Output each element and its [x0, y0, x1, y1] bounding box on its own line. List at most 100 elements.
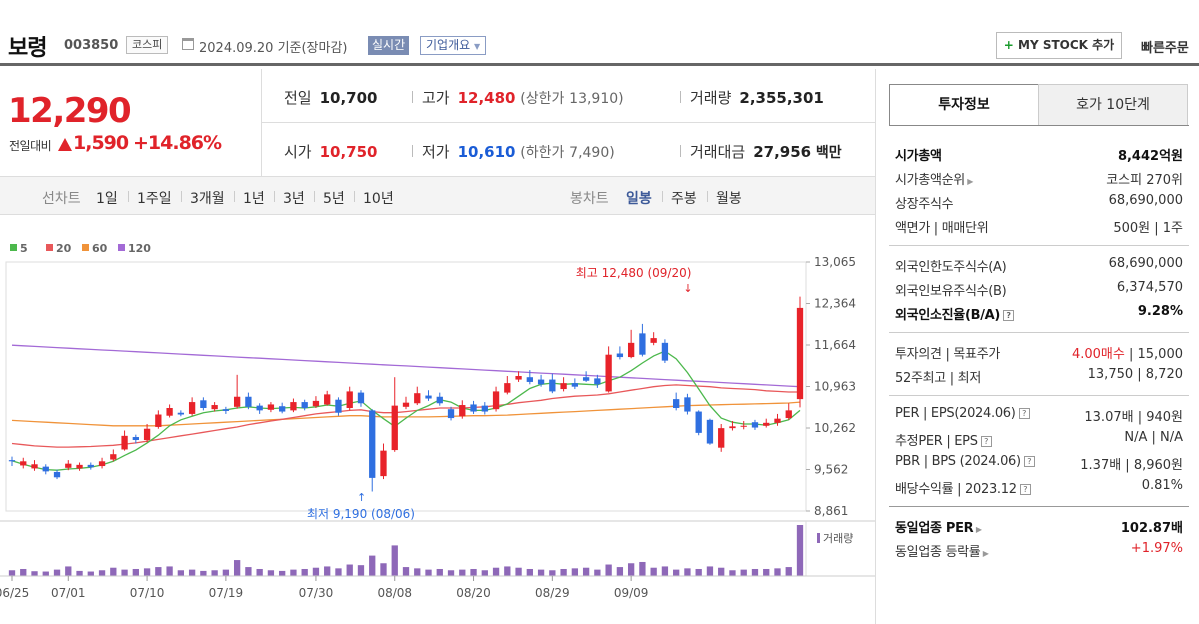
- info-key: PBR | BPS (2024.06)?: [895, 454, 1035, 469]
- candle-monthly[interactable]: 월봉: [716, 191, 742, 207]
- volume-bar: [774, 568, 781, 576]
- volume-bar: [110, 567, 117, 576]
- y-tick-label: 9,562: [814, 463, 848, 477]
- candle-body: [684, 397, 691, 412]
- info-row[interactable]: 추정PER | EPS? N/A | N/A: [889, 426, 1189, 450]
- info-row[interactable]: PER | EPS(2024.06)? 13.07배 | 940원: [889, 402, 1189, 426]
- candle-body: [53, 471, 61, 478]
- volume-bar: [256, 568, 263, 576]
- max-price-annotation: 최고 12,480 (09/20): [576, 266, 692, 280]
- volume-bar: [53, 569, 61, 576]
- candle-body: [380, 450, 387, 477]
- divider: [412, 145, 413, 157]
- change-percent: +14.86%: [133, 132, 222, 154]
- candle-body: [594, 378, 601, 385]
- divider: [274, 191, 275, 202]
- info-key: 배당수익률 | 2023.12?: [895, 478, 1031, 497]
- candle-body: [504, 383, 511, 393]
- candle-body: [582, 377, 590, 381]
- candle-body: [233, 396, 241, 407]
- candle-body: [571, 383, 579, 387]
- candle-body: [188, 402, 196, 414]
- info-key-text: 배당수익률 | 2023.12: [895, 482, 1017, 497]
- period-1d[interactable]: 1일: [96, 191, 118, 207]
- info-key-text: 투자의견 | 목표주가: [895, 347, 1001, 362]
- period-1w[interactable]: 1주일: [137, 191, 172, 207]
- trade-amount: 거래대금 27,956 백만: [690, 141, 842, 162]
- period-3y[interactable]: 3년: [283, 191, 305, 207]
- candle-body: [695, 411, 702, 433]
- info-key: 시가총액순위 ▶: [895, 169, 973, 188]
- help-icon[interactable]: ?: [1019, 484, 1031, 495]
- ma-120-line: [11, 344, 801, 388]
- chevron-right-icon: ▶: [964, 177, 974, 186]
- corp-info-dropdown[interactable]: 기업개요 ▼: [420, 36, 487, 55]
- help-icon[interactable]: ?: [1003, 310, 1015, 321]
- stock-name: 보령: [8, 36, 47, 61]
- divider: [181, 191, 182, 202]
- volume-bar: [211, 570, 218, 576]
- help-icon[interactable]: ?: [980, 436, 992, 447]
- volume-bar: [222, 569, 230, 576]
- volume-bar: [312, 567, 320, 576]
- info-row[interactable]: PBR | BPS (2024.06)? 1.37배 | 8,960원: [889, 450, 1189, 474]
- volume-bar: [290, 569, 297, 576]
- period-5y[interactable]: 5년: [323, 191, 345, 207]
- x-tick-label: 07/19: [209, 586, 244, 600]
- open-label: 시가: [284, 143, 312, 161]
- candle-body: [110, 454, 117, 460]
- info-row[interactable]: 시가총액순위 ▶ 코스피 270위: [889, 165, 1189, 189]
- low-value: 10,610: [457, 143, 516, 161]
- volume-bar: [673, 569, 680, 576]
- candle-body: [76, 464, 83, 469]
- y-tick-label: 11,664: [814, 338, 856, 352]
- candle-daily[interactable]: 일봉: [626, 191, 652, 207]
- candle-body: [143, 428, 151, 440]
- upper-limit-value: 13,910): [569, 91, 624, 107]
- info-row[interactable]: 외국인소진율(B/A)? 9.28%: [889, 300, 1189, 324]
- market-badge: 코스피: [126, 36, 169, 54]
- volume-bar: [492, 567, 500, 576]
- info-row: 외국인한도주식수(A) 68,690,000: [889, 252, 1189, 276]
- realtime-button[interactable]: 실시간: [368, 36, 410, 55]
- divider: [412, 91, 413, 103]
- tab-invest-info[interactable]: 투자정보: [889, 84, 1039, 126]
- current-price-box: 12,290 전일대비 1,590 +14.86%: [0, 69, 262, 177]
- info-value: 500원 | 1주: [1113, 221, 1183, 236]
- x-tick-label: 07/30: [299, 586, 334, 600]
- daily-candle-chart[interactable]: 13,065 12,364 11,664 10,963 10,262 9,562 8,861…: [0, 215, 875, 624]
- volume-bar: [279, 570, 286, 576]
- candle-body: [155, 414, 162, 427]
- period-1y[interactable]: 1년: [243, 191, 265, 207]
- candle-body: [290, 402, 297, 411]
- info-row[interactable]: 동일업종 PER ▶ 102.87배: [889, 513, 1189, 537]
- period-10y[interactable]: 10년: [363, 191, 394, 207]
- legend-label: 60: [92, 242, 108, 255]
- volume-bar: [616, 567, 624, 576]
- info-row[interactable]: 배당수익률 | 2023.12? 0.81%: [889, 474, 1189, 498]
- quick-order-link[interactable]: 빠른주문: [1141, 41, 1189, 56]
- info-key: 상장주식수: [895, 193, 954, 212]
- divider: [662, 191, 663, 202]
- period-3m[interactable]: 3개월: [190, 191, 225, 207]
- add-mystock-button[interactable]: + MY STOCK 추가: [996, 32, 1122, 59]
- candle-body: [121, 435, 128, 450]
- legend-swatch: [10, 244, 17, 251]
- candle-body: [763, 422, 770, 426]
- help-icon[interactable]: ?: [1018, 408, 1030, 419]
- info-key: PER | EPS(2024.06)?: [895, 406, 1030, 421]
- tab-order-book[interactable]: 호가 10단계: [1038, 84, 1188, 126]
- upper-limit-label: (상한가: [520, 91, 565, 107]
- candle-weekly[interactable]: 주봉: [671, 191, 697, 207]
- lower-limit-value: 7,490): [569, 145, 615, 161]
- candle-body: [436, 396, 443, 404]
- info-row[interactable]: 동일업종 등락률 ▶ +1.97%: [889, 537, 1189, 561]
- info-key: 추정PER | EPS?: [895, 430, 992, 449]
- tabs-divider: [889, 125, 1189, 126]
- help-icon[interactable]: ?: [1023, 456, 1035, 467]
- volume-bar: [98, 570, 106, 576]
- up-arrow-icon: ↑: [357, 491, 366, 504]
- invest-info-table: 시가총액 8,442억원 시가총액순위 ▶ 코스피 270위 상장주식수 68,690,0…: [889, 135, 1189, 561]
- candle-body: [774, 418, 781, 423]
- info-key: 외국인보유주식수(B): [895, 280, 1007, 299]
